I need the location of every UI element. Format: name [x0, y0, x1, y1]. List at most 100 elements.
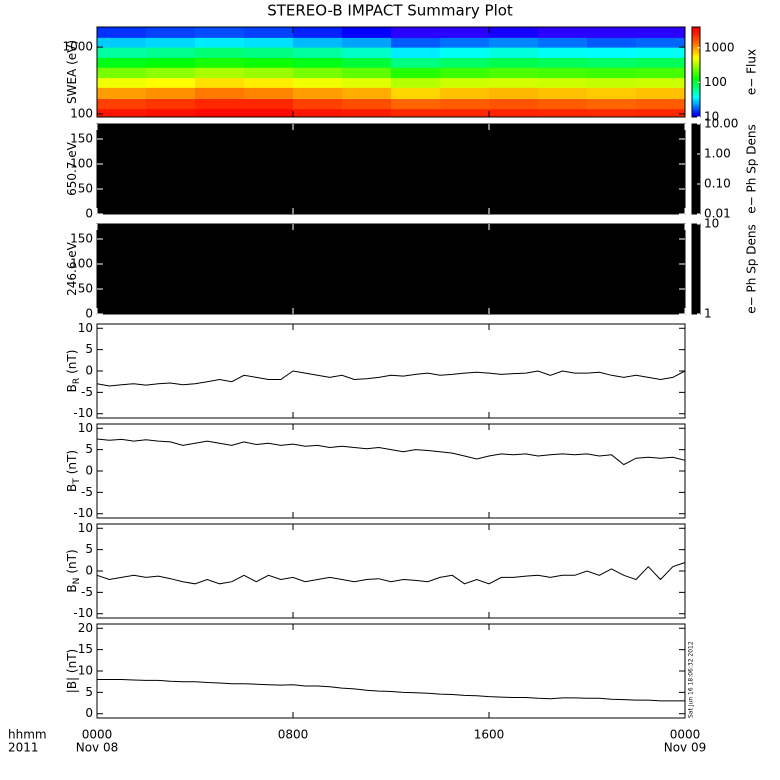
spectrogram-cell [636, 47, 686, 58]
panel-frame [96, 523, 686, 619]
spectrogram-cell [146, 47, 196, 58]
end-date: Nov 09 [664, 741, 707, 755]
spectrogram-cell [636, 87, 686, 100]
colorbar-step [692, 37, 700, 40]
colorbar-step [692, 105, 700, 107]
spectrogram-cell [538, 47, 588, 58]
y-axis-label: |B| (nT) [65, 649, 79, 693]
panel-frame [96, 26, 686, 118]
spectrogram-cell [538, 98, 588, 110]
spectrogram-cell [391, 57, 441, 68]
spectrogram-cell [391, 87, 441, 100]
colorbar-step [692, 52, 700, 55]
colorbar-tick-label: 0.10 [704, 177, 731, 191]
y-tick-label: 5 [85, 542, 93, 556]
spectrogram-cell [440, 37, 490, 48]
colorbar-step [692, 49, 700, 52]
colorbar-frame [691, 123, 701, 215]
colorbar-frame [691, 26, 701, 118]
spectrogram-cell [146, 67, 196, 79]
colorbar-step [692, 103, 700, 106]
y-tick-label: 100 [70, 106, 93, 120]
colorbar-step [692, 69, 700, 71]
spectrogram-cell [342, 77, 392, 88]
spectrogram-cell [342, 108, 392, 118]
spectrogram-cell [97, 87, 147, 100]
panel-frame [96, 623, 686, 719]
y-tick-label: 0 [85, 307, 93, 321]
spectrogram-cell [195, 37, 245, 48]
spectrogram-cell [293, 77, 343, 88]
colorbar-step [692, 31, 700, 34]
spectrogram-cell [440, 77, 490, 88]
spectrogram-cell [293, 37, 343, 48]
spectrogram-cell [244, 27, 294, 38]
spectrogram-cell [97, 108, 147, 118]
colorbar-step [692, 27, 700, 29]
spectrogram-cell [489, 27, 539, 38]
spectrogram-cell [293, 67, 343, 79]
colorbar [692, 224, 700, 314]
spectrogram-cell [391, 98, 441, 110]
spectrogram-cell [97, 67, 147, 79]
spectrogram-cell [146, 27, 196, 38]
spectrogram-cell [587, 108, 637, 118]
spectrogram-cell [244, 67, 294, 79]
y-axis-label: BN (nT) [65, 549, 82, 592]
colorbar-step [692, 28, 700, 31]
spectrogram-cell [195, 108, 245, 118]
y-tick-label: 5 [85, 342, 93, 356]
y-tick-label: 5 [85, 442, 93, 456]
y-label-main: B [65, 484, 79, 492]
spectrogram-cell [489, 37, 539, 48]
y-label-sub: N [72, 578, 82, 585]
colorbar-step [692, 45, 700, 47]
spectrogram-cell [489, 87, 539, 100]
colorbar-frame [691, 223, 701, 315]
panel-frame [96, 323, 686, 419]
no-data-area [97, 224, 685, 314]
spectrogram-cell [342, 87, 392, 100]
spectrogram-cell [587, 27, 637, 38]
spectrogram-cell [391, 37, 441, 48]
colorbar-tick-label: 10 [704, 110, 719, 124]
colorbar-step [692, 40, 700, 43]
spectrogram-cell [293, 98, 343, 110]
spectrogram-cell [636, 98, 686, 110]
colorbar-tick-label: 1.00 [704, 147, 731, 161]
spectrogram-cell [587, 37, 637, 48]
y-label-main: SWEA (eV) [65, 40, 79, 104]
colorbar-step [692, 97, 700, 100]
spectrogram-cell [195, 98, 245, 110]
spectrogram-cell [587, 98, 637, 110]
spectrogram-cell [244, 57, 294, 68]
spectrogram-cell [195, 27, 245, 38]
colorbar-step [692, 64, 700, 67]
colorbar-label: e− Ph Sp Dens [745, 124, 759, 213]
colorbar-step [692, 78, 700, 80]
colorbar-step [692, 100, 700, 103]
colorbar-step [692, 61, 700, 64]
plot-title: STEREO-B IMPACT Summary Plot [267, 2, 513, 20]
spectrogram-cell [440, 67, 490, 79]
spectrogram-cell [195, 87, 245, 100]
colorbar-step [692, 79, 700, 82]
y-tick-label: 10 [78, 664, 93, 678]
spectrogram-cell [195, 57, 245, 68]
y-tick-label: 0 [85, 464, 93, 478]
colorbar-step [692, 87, 700, 89]
spectrogram-cell [146, 77, 196, 88]
y-axis-label: BT (nT) [65, 450, 82, 492]
colorbar-step [692, 36, 700, 38]
spectrogram-cell [489, 67, 539, 79]
timestamp: Sat Jun 16 18:06:32 2012 [688, 641, 695, 718]
colorbar-step [692, 108, 700, 110]
colorbar-step [692, 30, 700, 32]
y-axis-label: SWEA (eV) [65, 40, 79, 104]
y-tick-label: 50 [78, 182, 93, 196]
spectrogram-cell [195, 47, 245, 58]
spectrogram-cell [489, 47, 539, 58]
spectrogram-cell [587, 47, 637, 58]
x-tick-label: 0800 [278, 728, 309, 742]
colorbar [692, 124, 700, 214]
